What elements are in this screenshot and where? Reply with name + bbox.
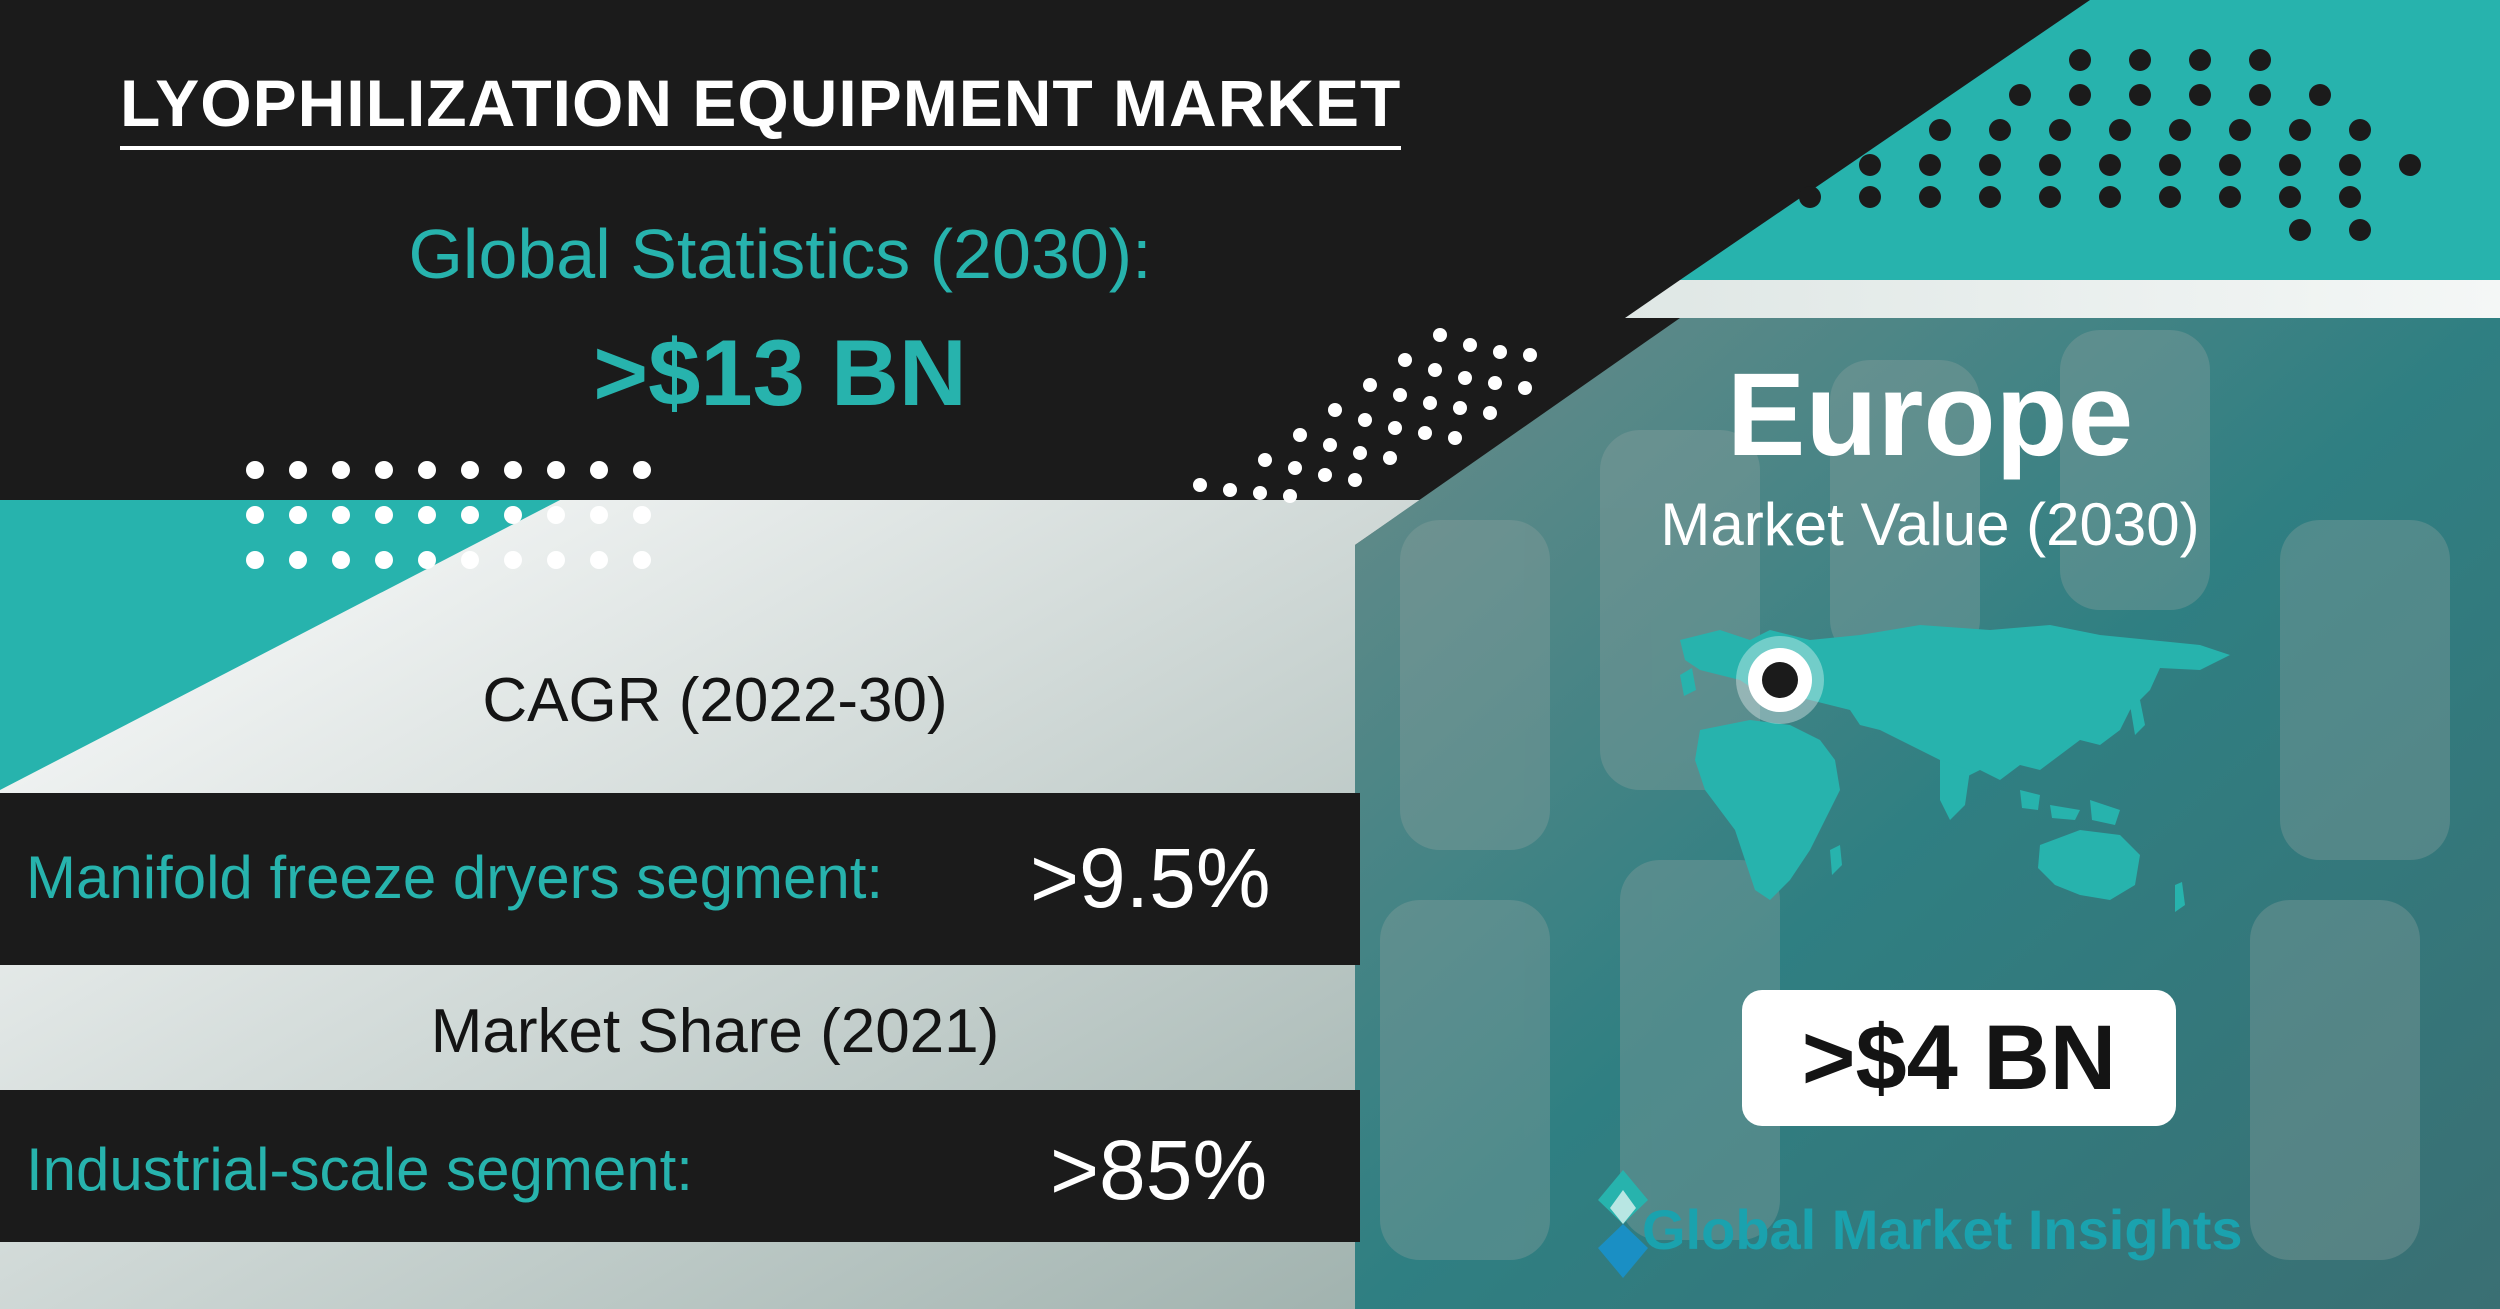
photo-panel (1355, 318, 2500, 1309)
global-stats-label: Global Statistics (2030): (408, 215, 1152, 293)
region-value: >$4 BN (1801, 1007, 2117, 1109)
global-stats-value: >$13 BN (593, 320, 967, 425)
share-segment-value: >85% (1050, 1123, 1268, 1217)
teal-wedge-top (1680, 0, 2500, 280)
cagr-segment-label: Manifold freeze dryers segment: (26, 844, 884, 911)
share-segment-band (0, 1090, 1360, 1242)
vial-bokeh (1380, 330, 2450, 1260)
page-title: LYOPHILIZATION EQUIPMENT MARKET (120, 64, 1402, 150)
brand-logo-icon (1598, 1170, 1648, 1278)
dot-pattern-left (246, 461, 651, 569)
cagr-label: CAGR (2022-30) (482, 666, 948, 735)
teal-wedge-left (0, 500, 560, 790)
dot-pattern-middle (1193, 328, 1537, 503)
region-subtitle: Market Value (2030) (1660, 491, 2200, 558)
region-value-box (1742, 990, 2176, 1126)
cagr-segment-band (0, 793, 1360, 965)
brand-name: Global Market Insights (1642, 1198, 2243, 1261)
world-map-icon (1680, 625, 2230, 912)
light-band (1625, 280, 2500, 318)
share-segment-label: Industrial-scale segment: (26, 1136, 693, 1203)
europe-marker-icon (1736, 636, 1824, 724)
dot-pattern-top-right (1799, 49, 2421, 241)
market-share-label: Market Share (2021) (430, 997, 1000, 1066)
cagr-segment-value: >9.5% (1030, 831, 1271, 925)
region-name: Europe (1726, 349, 2134, 481)
